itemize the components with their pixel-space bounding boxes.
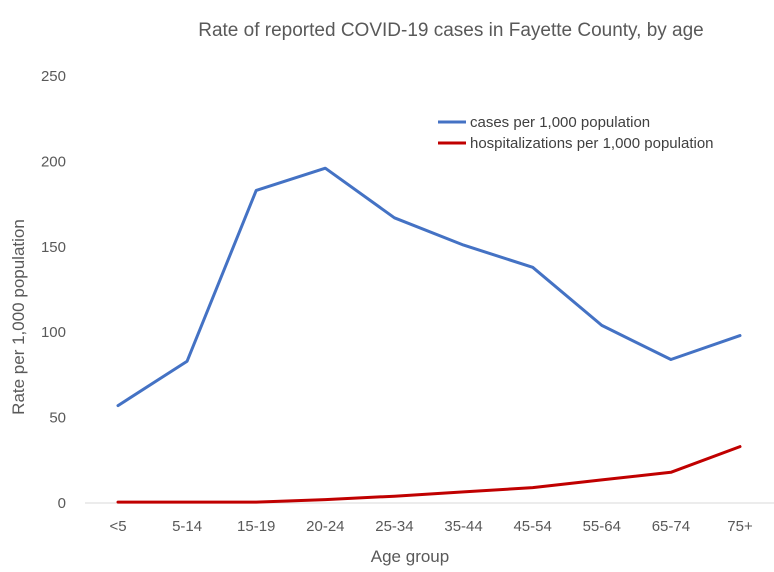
- x-tick-label: 55-64: [583, 518, 621, 535]
- chart-title: Rate of reported COVID-19 cases in Fayet…: [198, 20, 704, 41]
- x-axis-label: Age group: [371, 547, 449, 566]
- y-tick-label: 0: [58, 495, 66, 512]
- y-tick-label: 200: [41, 153, 66, 170]
- series-line-1: [116, 445, 742, 504]
- legend: cases per 1,000 population hospitalizatio…: [438, 114, 714, 152]
- x-tick-label: 5-14: [172, 518, 202, 535]
- y-axis-label: Rate per 1,000 population: [9, 219, 28, 415]
- x-tick-label: 20-24: [306, 518, 344, 535]
- y-tick-label: 100: [41, 324, 66, 341]
- y-tick-label: 150: [41, 239, 66, 256]
- x-tick-label: 35-44: [444, 518, 482, 535]
- y-tick-label: 250: [41, 68, 66, 85]
- series-line-0: [116, 166, 742, 408]
- x-tick-label: 65-74: [652, 518, 690, 535]
- y-tick-label: 50: [49, 410, 66, 427]
- x-tick-label: <5: [109, 518, 126, 535]
- y-tick-labels: 0 50 100 150 200 250: [41, 68, 66, 512]
- x-tick-label: 15-19: [237, 518, 275, 535]
- legend-label: cases per 1,000 population: [470, 114, 650, 131]
- legend-label: hospitalizations per 1,000 population: [470, 135, 714, 152]
- x-tick-label: 25-34: [375, 518, 413, 535]
- x-tick-label: 45-54: [513, 518, 551, 535]
- x-tick-label: 75+: [727, 518, 753, 535]
- series-lines: [116, 166, 742, 504]
- x-tick-labels: <5 5-14 15-19 20-24 25-34 35-44 45-54 55-64 65-7…: [109, 518, 753, 535]
